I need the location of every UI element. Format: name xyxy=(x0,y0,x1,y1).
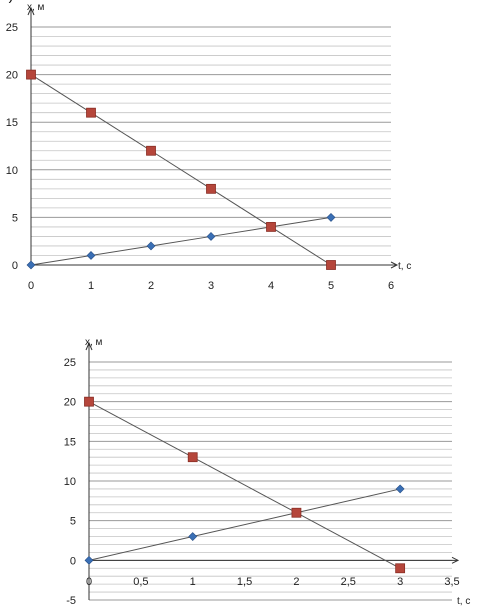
y-tick-label: 15 xyxy=(6,117,18,129)
data-point-diamond xyxy=(146,241,156,251)
x-tick-label: 4 xyxy=(268,280,274,292)
y-tick-label: 0 xyxy=(70,555,76,567)
data-point-square xyxy=(266,222,276,232)
x-tick-label: 3,5 xyxy=(444,576,459,588)
x-tick-label: 0 xyxy=(28,280,34,292)
series-line-2 xyxy=(88,401,401,569)
series-line-2 xyxy=(30,74,332,266)
x-tick-label: 3 xyxy=(397,576,403,588)
y-tick-label: 5 xyxy=(70,516,76,528)
data-point-square xyxy=(86,107,96,118)
y-tick-label: 25 xyxy=(64,357,76,369)
y-tick-label: 20 xyxy=(6,70,18,82)
y-tick-label: 20 xyxy=(64,397,76,409)
y-tick-label: 15 xyxy=(64,436,76,448)
data-point-diamond xyxy=(26,260,36,270)
data-point-diamond xyxy=(326,212,336,222)
x-axis-arrow xyxy=(451,556,460,564)
x-tick-label: 1 xyxy=(190,576,196,588)
data-point-diamond xyxy=(86,251,96,260)
data-point-diamond xyxy=(206,232,216,241)
x-tick-label: 2 xyxy=(293,576,299,588)
x-tick-label: 0,5 xyxy=(133,576,148,588)
x-tick-label: 0 xyxy=(86,576,92,588)
data-point-square xyxy=(26,69,36,80)
x-tick-label: 5 xyxy=(328,280,334,292)
data-point-square xyxy=(206,183,216,194)
y-axis-title: x, м xyxy=(85,337,103,348)
x-axis-title: t, с xyxy=(398,261,411,272)
data-point-square xyxy=(84,396,94,407)
series-line-1 xyxy=(30,216,332,266)
y-tick-label: 10 xyxy=(6,165,18,177)
data-point-square xyxy=(146,145,156,156)
chart-2 xyxy=(84,341,460,601)
data-point-square xyxy=(291,507,302,518)
y-axis-title: x, м xyxy=(27,2,45,13)
data-point-square xyxy=(187,452,198,463)
x-tick-label: 3 xyxy=(208,280,214,292)
x-tick-label: 1 xyxy=(88,280,94,292)
y-tick-label: 25 xyxy=(6,22,18,34)
data-point-diamond xyxy=(188,532,198,541)
x-tick-label: 2,5 xyxy=(341,576,356,588)
series-line-1 xyxy=(88,488,401,561)
data-point-diamond xyxy=(84,555,94,565)
y-tick-label: 0 xyxy=(12,260,18,272)
y-axis-arrow xyxy=(85,341,93,351)
x-tick-label: 6 xyxy=(388,280,394,292)
x-tick-label: 2 xyxy=(148,280,154,292)
panel-label: б) xyxy=(0,0,14,4)
data-point-square xyxy=(395,563,406,574)
y-tick-label: -5 xyxy=(66,595,76,607)
x-axis-arrow xyxy=(390,261,399,269)
data-point-square xyxy=(326,260,336,270)
y-axis-arrow xyxy=(27,6,35,16)
y-tick-label: 5 xyxy=(12,212,18,224)
y-tick-label: 10 xyxy=(64,476,76,488)
data-point-diamond xyxy=(395,484,405,494)
x-axis-title: t, с xyxy=(457,596,470,607)
x-tick-label: 1,5 xyxy=(237,576,252,588)
chart-1 xyxy=(26,6,399,270)
